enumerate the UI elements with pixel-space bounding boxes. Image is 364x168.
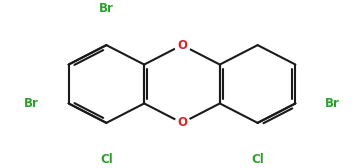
Text: Cl: Cl <box>100 153 113 166</box>
Text: O: O <box>177 116 187 129</box>
Text: Br: Br <box>99 2 114 15</box>
Text: O: O <box>177 39 187 52</box>
Text: Br: Br <box>24 97 39 110</box>
Text: Br: Br <box>325 97 340 110</box>
Text: Cl: Cl <box>251 153 264 166</box>
